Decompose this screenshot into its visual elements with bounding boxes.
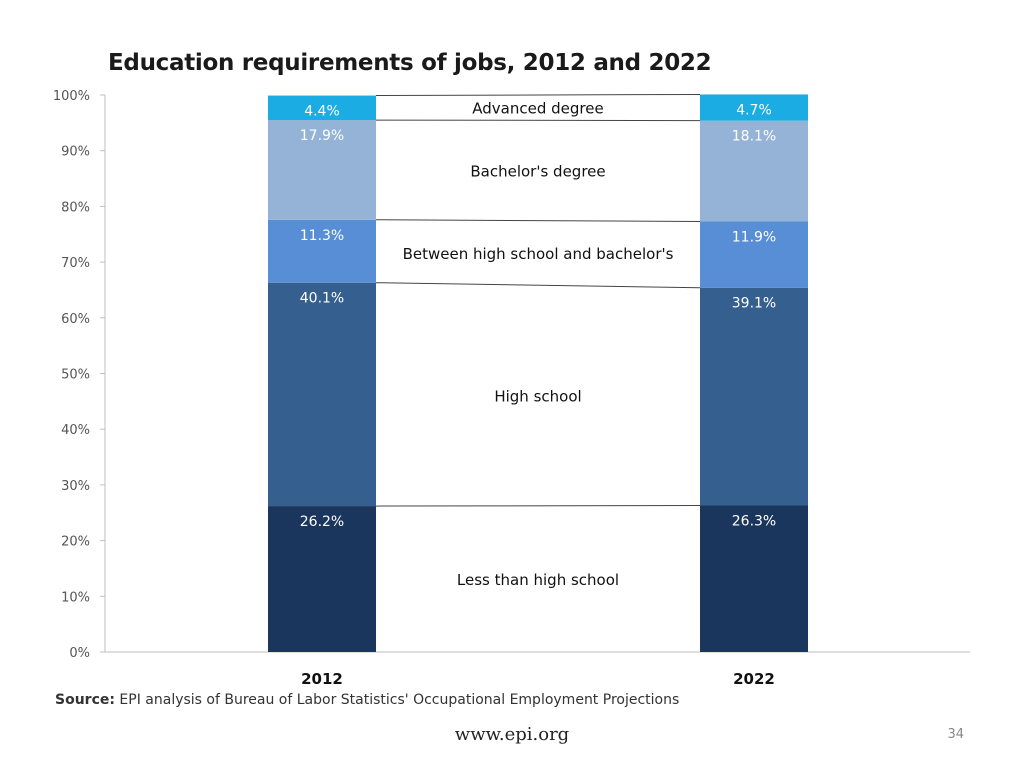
bar-segment-less-than-high-school-2022 [700, 505, 808, 652]
bar-segment-advanced-degree-2012 [268, 95, 376, 121]
connector-line [375, 119, 701, 122]
x-tick-label-2012: 2012 [301, 670, 343, 688]
connector-line [375, 93, 701, 97]
bar-segment-between-high-school-and-bachelor-s-2022 [700, 221, 808, 288]
y-tick-label: 10% [61, 590, 90, 605]
y-tick-label: 100% [53, 89, 90, 104]
footer-url[interactable]: www.epi.org [454, 724, 570, 745]
y-tick-label: 90% [61, 145, 90, 160]
data-label: 39.1% [732, 296, 776, 312]
y-tick-label: 0% [69, 646, 90, 661]
source-text: EPI analysis of Bureau of Labor Statisti… [119, 692, 680, 708]
bar-segment-high-school-2012 [268, 282, 376, 507]
bar-segment-bachelor-s-degree-2022 [700, 120, 808, 222]
data-label: 11.3% [300, 228, 344, 244]
legend-label-less-than-high-school: Less than high school [457, 571, 619, 589]
bar-segment-advanced-degree-2022 [700, 94, 808, 121]
page-number: 34 [947, 727, 964, 742]
page-title: Education requirements of jobs, 2012 and… [108, 50, 712, 76]
data-label: 26.2% [300, 514, 344, 530]
y-tick-label: 80% [61, 200, 90, 215]
legend-label-bachelor-s-degree: Bachelor's degree [470, 162, 605, 180]
data-label: 26.3% [732, 514, 776, 530]
connector-line [375, 219, 701, 222]
bar-segment-high-school-2022 [700, 287, 808, 506]
data-label: 18.1% [732, 129, 776, 145]
data-label: 4.4% [304, 104, 340, 120]
legend-label-between-high-school-and-bachelor-s: Between high school and bachelor's [403, 245, 674, 263]
data-label: 40.1% [300, 291, 344, 307]
source-note: Source: EPI analysis of Bureau of Labor … [55, 692, 679, 708]
data-label: 4.7% [736, 102, 772, 118]
legend-label-high-school: High school [494, 388, 581, 406]
x-tick-label-2022: 2022 [733, 670, 775, 688]
connector-line [375, 505, 701, 507]
connector-line [375, 282, 701, 289]
y-tick-label: 70% [61, 256, 90, 271]
bar-segment-bachelor-s-degree-2012 [268, 120, 376, 220]
y-tick-label: 40% [61, 423, 90, 438]
data-label: 11.9% [732, 229, 776, 245]
y-tick-label: 30% [61, 479, 90, 494]
data-label: 17.9% [300, 128, 344, 144]
bar-segment-between-high-school-and-bachelor-s-2012 [268, 219, 376, 283]
y-tick-label: 20% [61, 535, 90, 550]
y-tick-label: 60% [61, 312, 90, 327]
legend-label-advanced-degree: Advanced degree [472, 100, 603, 118]
y-tick-label: 50% [61, 368, 90, 383]
bar-segment-less-than-high-school-2012 [268, 506, 376, 652]
source-label: Source: [55, 692, 115, 708]
